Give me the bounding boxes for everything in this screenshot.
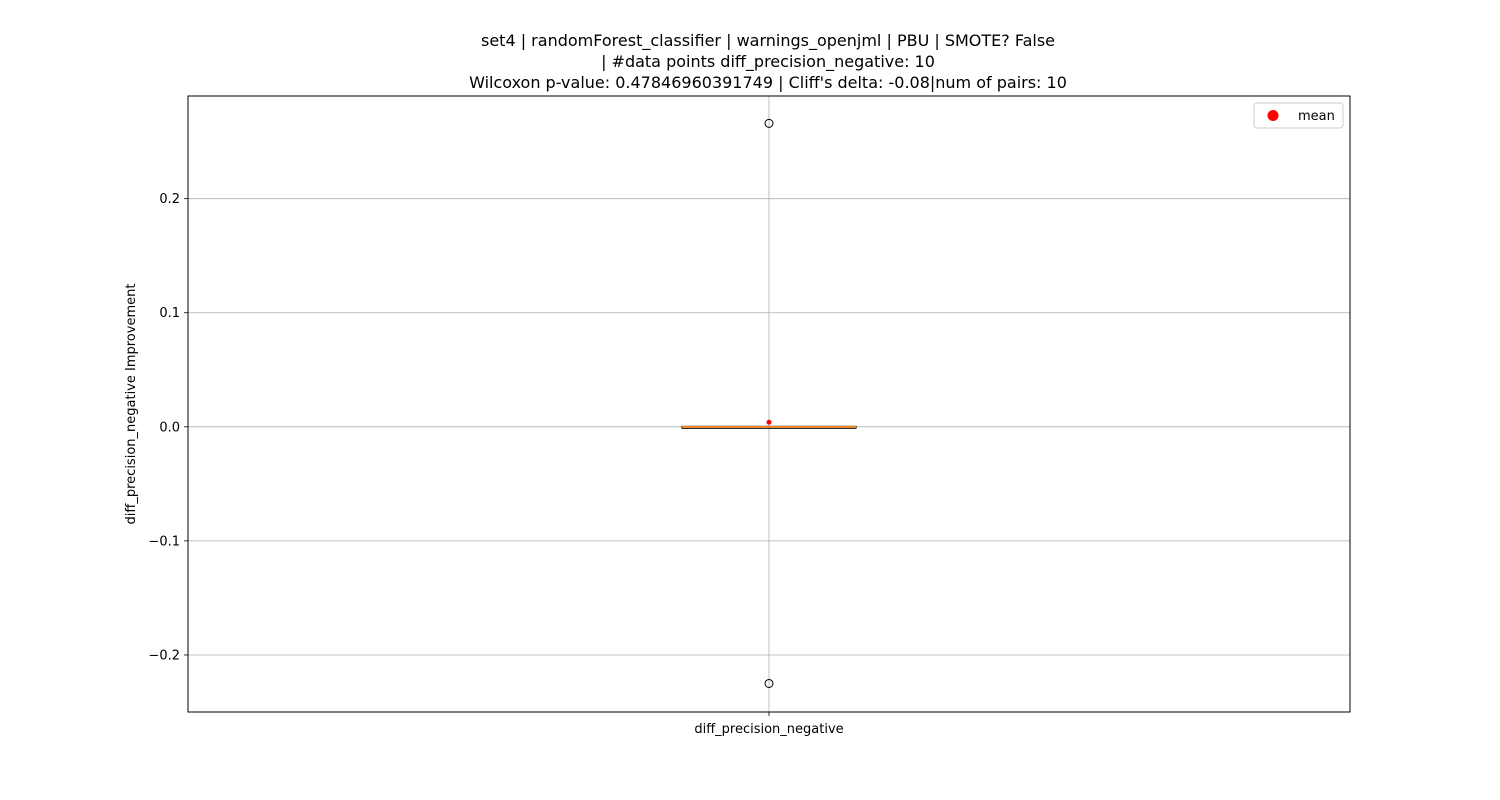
plot-area-frame — [187, 95, 1351, 713]
x-tick-label: diff_precision_negative — [694, 722, 843, 737]
y-tick-label: 0.0 — [159, 420, 180, 435]
legend-mean-marker — [1267, 110, 1279, 121]
legend: mean — [1253, 102, 1344, 129]
y-tick-label: −0.1 — [148, 534, 180, 549]
y-tick-label: 0.1 — [159, 306, 180, 321]
y-tick-label: −0.2 — [148, 648, 180, 663]
title-line-3: Wilcoxon p-value: 0.47846960391749 | Cli… — [469, 73, 1067, 92]
y-axis-label: diff_precision_negative Improvement — [124, 284, 139, 525]
axis-ticks: −0.2 −0.1 0.0 0.1 0.2 diff_precision_negative — [148, 192, 843, 737]
title-line-2: | #data points diff_precision_negative: … — [601, 52, 935, 72]
legend-mean-label: mean — [1298, 109, 1335, 124]
title-line-1: set4 | randomForest_classifier | warning… — [481, 31, 1055, 51]
outlier-point — [764, 118, 774, 128]
legend-frame — [1253, 102, 1344, 129]
chart-title: set4 | randomForest_classifier | warning… — [469, 31, 1067, 92]
grid-lines — [188, 96, 1350, 712]
y-tick-label: 0.2 — [159, 192, 180, 207]
box-elements — [681, 118, 857, 688]
outlier-point — [764, 678, 774, 688]
mean-point — [766, 419, 772, 425]
